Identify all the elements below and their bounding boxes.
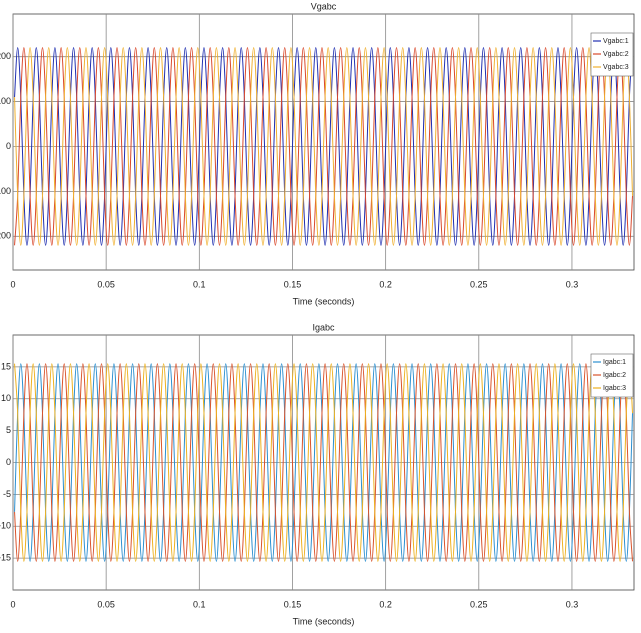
legend-label: Igabc:3 — [603, 385, 626, 392]
x-tick-label: 0.3 — [566, 279, 579, 289]
series-line — [14, 363, 634, 562]
y-tick-label: 0 — [6, 141, 11, 151]
x-tick-label: 0.3 — [566, 599, 579, 609]
legend-label: Vgabc:2 — [603, 51, 629, 58]
y-tick-label: -15 — [0, 553, 11, 563]
series-line — [14, 363, 634, 562]
y-tick-label: 10 — [1, 393, 11, 403]
y-tick-label: 100 — [0, 96, 11, 106]
x-tick-label: 0.05 — [97, 599, 115, 609]
y-tick-label: 0 — [6, 457, 11, 467]
legend-label: Vgabc:3 — [603, 64, 629, 71]
y-tick-label: -5 — [3, 489, 11, 499]
x-tick-label: 0.05 — [97, 279, 115, 289]
x-tick-label: 0.25 — [470, 599, 488, 609]
series-line — [14, 47, 634, 246]
y-tick-label: -200 — [0, 231, 11, 241]
legend-label: Vgabc:1 — [603, 38, 629, 45]
x-tick-label: 0 — [10, 279, 15, 289]
x-axis-label: Time (seconds) — [293, 296, 355, 306]
x-tick-label: 0.25 — [470, 279, 488, 289]
series-line — [14, 47, 634, 246]
subplot: Igabc Time (seconds) 0 0.05 0.1 0.15 0.2 0.25 0.… — [0, 322, 635, 626]
x-tick-label: 0.2 — [379, 599, 392, 609]
legend-label: Igabc:2 — [603, 372, 626, 379]
x-tick-label: 0.15 — [284, 279, 302, 289]
x-tick-label: 0.15 — [284, 599, 302, 609]
x-tick-label: 0.1 — [193, 599, 206, 609]
y-tick-label: 200 — [0, 51, 11, 61]
y-tick-label: -10 — [0, 521, 11, 531]
x-tick-label: 0 — [10, 599, 15, 609]
subplot-title: Igabc — [312, 322, 335, 332]
y-tick-label: 15 — [1, 361, 11, 371]
x-axis-label: Time (seconds) — [293, 616, 355, 626]
subplot-title: Vgabc — [311, 1, 337, 11]
x-tick-label: 0.1 — [193, 279, 206, 289]
legend-label: Igabc:1 — [603, 359, 626, 366]
subplot: Vgabc Time (seconds) 0 0.05 0.1 0.15 0.2 0.25 0.… — [0, 1, 635, 306]
legend: Vgabc:1 Vgabc:2 Vgabc:3 — [590, 32, 634, 77]
legend: Igabc:1 Igabc:2 Igabc:3 — [590, 353, 634, 398]
series-line — [14, 363, 634, 562]
series-line — [14, 47, 634, 246]
y-tick-label: 5 — [6, 425, 11, 435]
x-tick-label: 0.2 — [379, 279, 392, 289]
y-tick-label: -100 — [0, 186, 11, 196]
